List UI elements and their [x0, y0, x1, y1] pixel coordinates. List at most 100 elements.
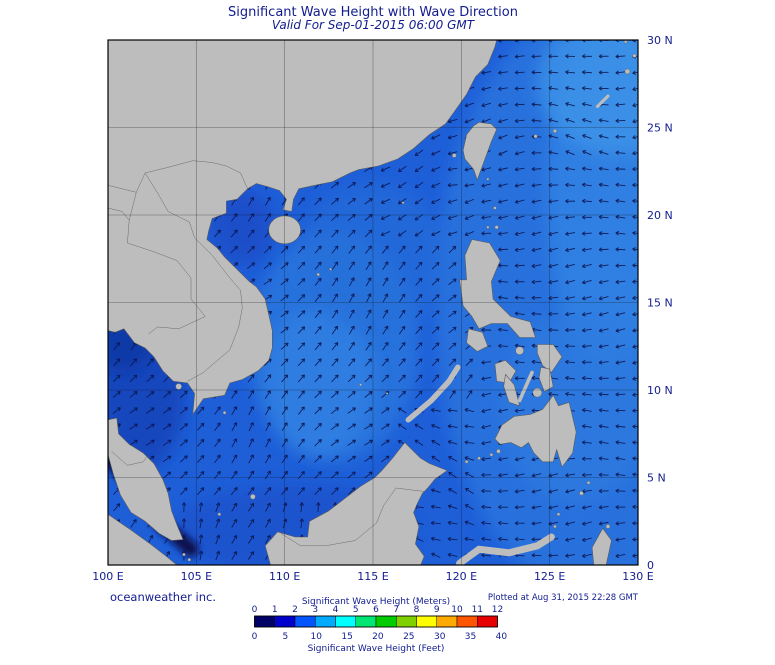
wave-direction-arrow: [565, 296, 575, 301]
wave-direction-arrow: [531, 150, 542, 156]
colorbar-feet-tick: 5: [283, 632, 289, 642]
wave-direction-arrow: [265, 196, 271, 206]
wave-direction-arrow: [548, 86, 559, 91]
wave-direction-arrow: [247, 551, 255, 560]
wave-direction-arrow: [531, 231, 542, 236]
lat-tick-label: 0: [647, 559, 654, 572]
wave-direction-arrow: [582, 150, 592, 156]
wave-direction-arrow: [581, 215, 592, 220]
wave-direction-arrow: [581, 166, 592, 171]
wave-direction-arrow: [331, 374, 339, 383]
colorbar-meters-tick: 10: [451, 605, 463, 615]
wave-direction-arrow: [464, 504, 474, 511]
wave-height-shade: [265, 306, 375, 457]
wave-direction-arrow: [314, 487, 322, 495]
wave-direction-arrow: [531, 537, 542, 542]
wave-direction-arrow: [481, 504, 492, 510]
lat-tick-label: 15 N: [647, 297, 673, 310]
wave-direction-arrow: [197, 438, 205, 447]
wave-direction-arrow: [481, 472, 492, 478]
small-island: [175, 383, 182, 390]
wave-direction-arrow: [498, 231, 508, 236]
wave-direction-arrow: [364, 455, 373, 463]
wave-direction-arrow: [582, 553, 592, 558]
wave-direction-arrow: [215, 502, 221, 512]
wave-direction-arrow: [481, 424, 492, 430]
wave-direction-arrow: [615, 102, 626, 107]
wave-direction-arrow: [364, 423, 373, 430]
wave-direction-arrow: [615, 424, 626, 429]
wave-direction-arrow: [581, 328, 592, 333]
wave-direction-arrow: [615, 521, 626, 526]
wave-direction-arrow: [464, 198, 475, 204]
wave-direction-arrow: [565, 150, 575, 156]
wave-direction-arrow: [179, 406, 188, 415]
small-island: [623, 40, 628, 44]
wave-direction-arrow: [598, 344, 609, 349]
wave-direction-arrow: [548, 505, 559, 510]
wave-direction-arrow: [247, 487, 255, 496]
wave-direction-arrow: [548, 521, 559, 526]
wave-direction-arrow: [514, 473, 525, 478]
wave-direction-arrow: [298, 454, 305, 464]
wave-direction-arrow: [598, 118, 609, 123]
wave-direction-arrow: [179, 455, 188, 463]
wave-direction-arrow: [514, 231, 525, 236]
small-island: [632, 53, 637, 58]
wave-direction-arrow: [581, 70, 592, 75]
wave-direction-arrow: [214, 454, 221, 464]
colorbar-meters-tick: 3: [312, 605, 318, 615]
wave-direction-arrow: [447, 424, 458, 429]
wave-direction-arrow: [145, 439, 155, 446]
wave-direction-arrow: [498, 343, 508, 349]
wave-direction-arrow: [531, 199, 542, 204]
wave-direction-arrow: [448, 294, 457, 302]
wave-direction-arrow: [615, 247, 626, 252]
wave-direction-arrow: [431, 552, 441, 558]
country-border: [108, 160, 248, 193]
wave-direction-arrow: [548, 118, 559, 123]
wave-direction-arrow: [415, 390, 423, 399]
wave-direction-arrow: [298, 197, 305, 206]
wave-direction-arrow: [298, 438, 305, 447]
wave-direction-arrow: [598, 231, 609, 236]
wave-direction-arrow: [481, 520, 492, 526]
wave-direction-arrow: [448, 342, 457, 350]
wave-direction-arrow: [247, 245, 255, 254]
small-island: [494, 225, 499, 230]
wave-direction-arrow: [447, 215, 458, 220]
wave-direction-arrow: [365, 309, 372, 319]
wave-direction-arrow: [615, 553, 626, 558]
wave-direction-arrow: [464, 231, 475, 237]
wave-direction-arrow: [565, 489, 575, 494]
map-frame-layer: [107, 39, 639, 566]
wave-direction-arrow: [145, 423, 155, 430]
wave-direction-arrow: [531, 311, 542, 316]
small-island: [586, 481, 591, 485]
lat-tick-label: 25 N: [647, 122, 673, 135]
wave-direction-arrow: [481, 70, 492, 75]
wave-direction-arrow: [431, 455, 441, 462]
wave-direction-arrow: [531, 86, 542, 91]
wave-direction-arrow: [130, 518, 137, 528]
wave-direction-arrow: [431, 134, 441, 140]
wave-direction-arrow: [264, 374, 272, 383]
wave-direction-arrow: [498, 86, 508, 91]
wave-direction-arrow: [347, 423, 357, 430]
wave-direction-arrow: [581, 198, 592, 204]
wave-direction-arrow: [514, 521, 525, 526]
wave-direction-arrow: [565, 263, 575, 269]
wave-direction-arrow: [163, 390, 172, 399]
wave-direction-arrow: [265, 438, 271, 448]
wave-direction-arrow: [364, 407, 373, 414]
wave-direction-arrow: [129, 391, 138, 398]
colorbar-cell: [315, 615, 336, 628]
colorbar-cell: [254, 615, 275, 628]
wave-direction-arrow: [314, 245, 322, 254]
wave-direction-arrow: [415, 310, 423, 318]
wave-direction-arrow: [582, 537, 592, 542]
small-island: [579, 491, 584, 496]
wave-direction-arrow: [448, 456, 458, 462]
wave-direction-arrow: [397, 230, 407, 237]
